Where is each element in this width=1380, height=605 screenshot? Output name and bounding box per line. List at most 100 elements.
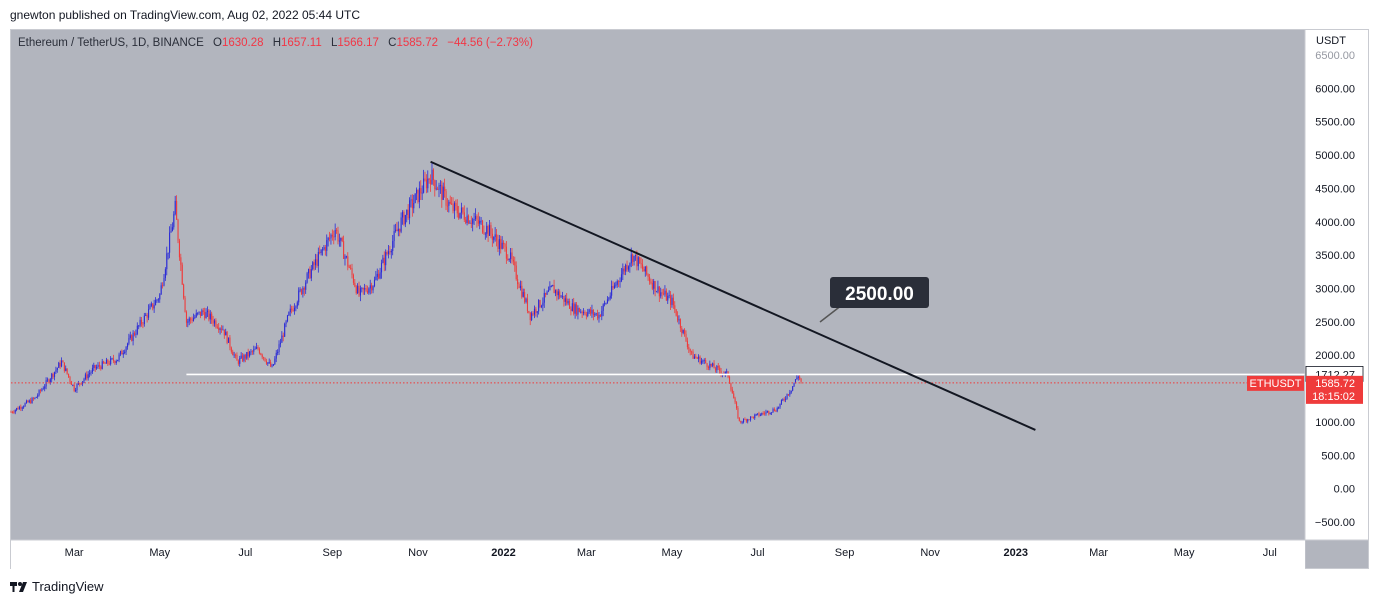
candle-body [281, 335, 283, 343]
candle-body [187, 321, 189, 323]
candle-body [706, 363, 708, 367]
candle-body [681, 328, 683, 333]
candle-body [657, 286, 659, 292]
candle-body [285, 321, 287, 324]
close-value: 1585.72 [396, 37, 439, 49]
x-tick-label: Sep [323, 547, 343, 559]
candle-body [623, 268, 625, 272]
candle-body [51, 373, 53, 380]
candle-body [30, 400, 32, 404]
candle-body [569, 300, 571, 309]
y-tick-label: 4500.00 [1315, 183, 1355, 195]
candle-body [247, 352, 249, 357]
candle-body [235, 354, 237, 356]
candle-body [28, 400, 30, 403]
low-value: 1566.17 [337, 37, 379, 49]
candle-body [538, 300, 540, 312]
candle-body [343, 241, 345, 259]
candle-body [230, 347, 232, 352]
candle-body [163, 277, 165, 286]
y-tick-label: 6000.00 [1315, 83, 1355, 95]
candle-body [608, 298, 610, 300]
candle-body [685, 333, 687, 341]
candle-body [336, 229, 338, 231]
trendline-price-callout [830, 277, 929, 308]
candle-body [467, 215, 470, 224]
candle-body [592, 309, 594, 316]
candle-body [267, 362, 269, 364]
candle-body [611, 286, 613, 296]
candle-body [112, 358, 115, 361]
candle-body [717, 366, 719, 368]
candle-body [560, 296, 562, 298]
candle-body [407, 209, 409, 219]
candle-body [329, 237, 331, 239]
candle-body [561, 295, 564, 297]
candle-body [119, 351, 122, 355]
candle-body [90, 372, 92, 374]
candle-body [571, 303, 573, 312]
candle-body [647, 274, 649, 277]
candle-body [486, 225, 488, 234]
candle-body [77, 382, 79, 385]
candle-body [700, 360, 703, 364]
candle-body [369, 285, 371, 289]
candle-body [573, 303, 575, 314]
candle-body [533, 308, 536, 315]
candle-body [532, 313, 534, 315]
candle-body [223, 329, 225, 336]
candle-body [397, 228, 399, 232]
y-tick-label: 500.00 [1321, 450, 1355, 462]
candle-body [424, 178, 426, 180]
time-axis-panel [11, 540, 1305, 569]
candle-body [707, 366, 710, 369]
candle-body [448, 201, 450, 206]
candle-body [13, 412, 15, 414]
chart-frame[interactable] [10, 29, 1369, 569]
candle-body [256, 347, 258, 349]
candle-body [96, 366, 98, 369]
candle-body [789, 392, 791, 395]
candle-body [18, 406, 21, 410]
candle-body [178, 240, 180, 258]
candle-body [577, 307, 579, 315]
candle-body [757, 413, 759, 415]
candle-body [220, 328, 223, 330]
candle-body [682, 329, 684, 333]
candle-body [430, 179, 432, 185]
candle-body [289, 308, 291, 313]
candle-body [406, 209, 408, 215]
candle-body [312, 262, 314, 270]
candle-body [414, 193, 416, 204]
candle-body [345, 256, 347, 258]
candle-body [202, 310, 204, 312]
candle-body [646, 266, 648, 275]
candle-body [205, 312, 207, 319]
candle-body [466, 215, 468, 223]
candle-body [455, 202, 457, 207]
candle-body [236, 355, 238, 361]
candle-body [751, 416, 753, 418]
candle-body [634, 254, 637, 256]
candle-body [693, 356, 695, 359]
candle-body [126, 343, 129, 348]
drawings-layer: 2500.00 ETHUSDT [11, 160, 1305, 431]
candle-body [438, 185, 440, 190]
candle-body [218, 327, 220, 330]
candle-body [793, 383, 795, 387]
candle-body [428, 178, 430, 180]
candle-body [400, 217, 402, 232]
candle-body [661, 292, 663, 294]
candle-body [383, 257, 385, 266]
candle-body [650, 281, 652, 284]
x-tick-label: May [662, 547, 683, 559]
candle-body [799, 376, 801, 379]
candle-body [493, 237, 495, 240]
candle-body [535, 308, 537, 313]
candle-body [32, 398, 35, 399]
candle-body [584, 312, 586, 315]
candle-body [622, 268, 624, 275]
candle-body [745, 419, 747, 422]
candle-body [322, 249, 324, 251]
